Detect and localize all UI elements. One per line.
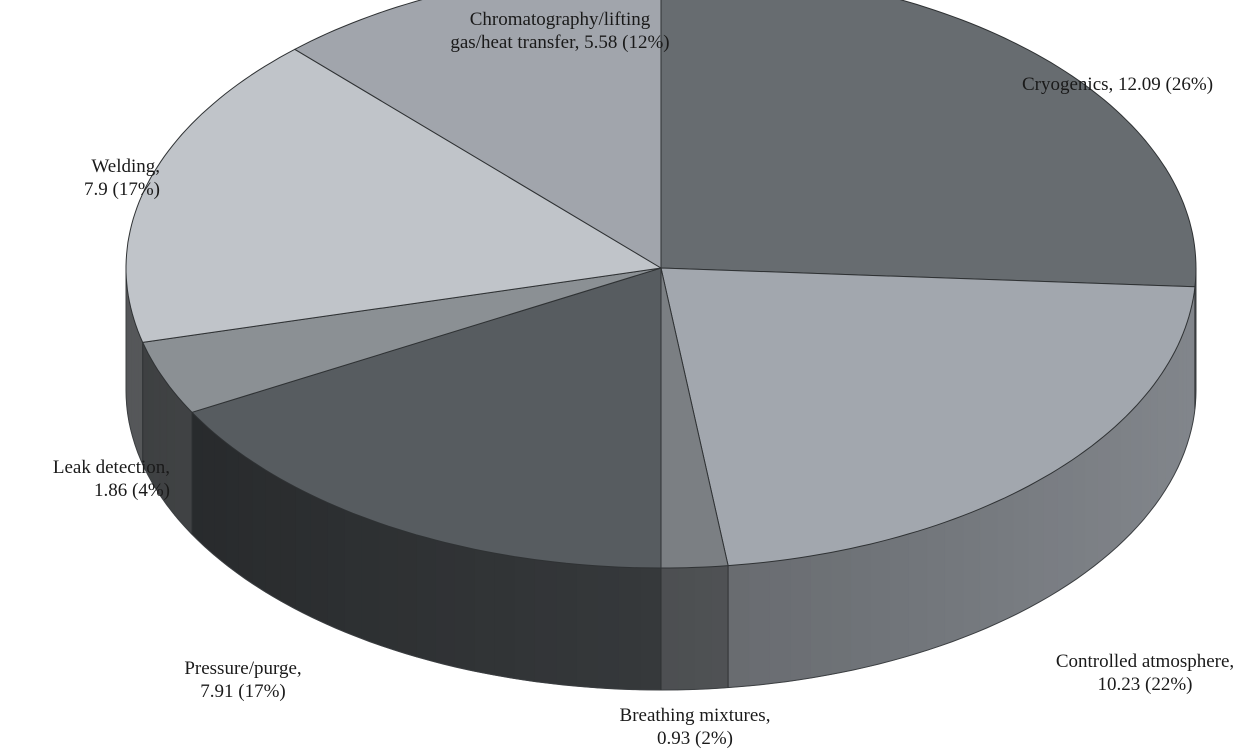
slice-label-breathing-mixtures: Breathing mixtures, 0.93 (2%) — [619, 705, 771, 749]
pie-side-controlled-atmosphere — [944, 515, 964, 645]
pie-side-pressure-purge — [397, 528, 417, 658]
pie-side-pressure-purge — [265, 469, 281, 602]
pie-side-welding — [131, 310, 135, 444]
pie-slice-pressure-purge — [191, 267, 662, 569]
pie-side-pressure-purge — [435, 539, 455, 668]
pie-side-breathing-mixtures — [711, 565, 729, 690]
pie-side-controlled-atmosphere — [1028, 477, 1044, 609]
slice-label-welding: Welding, 7.9 (17%) — [84, 156, 160, 200]
pie-side-pressure-purge — [534, 559, 557, 685]
pie-side-controlled-atmosphere — [1071, 450, 1086, 583]
slice-label-leak-detection: Leak detection, 1.86 (4%) — [52, 457, 170, 501]
pie-slice-cryogenics — [660, 0, 1197, 288]
pie-side-pressure-purge — [344, 509, 362, 640]
pie-slice-chromatography-lifting-gas-heat-transfer — [294, 0, 662, 269]
pie-side-breathing-mixtures — [694, 566, 712, 690]
pie-side-welding — [134, 321, 139, 455]
pie-side-pressure-purge — [225, 441, 239, 575]
pie-side-pressure-purge — [416, 534, 436, 663]
pie-side-breathing-mixtures — [677, 567, 695, 691]
pie-side-leak-detection — [142, 342, 149, 475]
pie-side-breathing-mixtures — [660, 567, 679, 691]
pie-side-controlled-atmosphere — [1057, 459, 1073, 592]
pie-side-pressure-purge — [618, 566, 641, 691]
pie-side-welding — [128, 300, 132, 433]
pie-side-controlled-atmosphere — [1190, 298, 1194, 433]
pie-side-controlled-atmosphere — [769, 558, 791, 685]
pie-side-controlled-atmosphere — [810, 552, 832, 679]
pie-side-controlled-atmosphere — [1186, 310, 1191, 445]
slice-label-cryogenics: Cryogenics, 12.09 (26%) — [1022, 74, 1214, 95]
pie-side-pressure-purge — [379, 522, 398, 652]
pie-side-controlled-atmosphere — [1120, 410, 1132, 545]
pie-side-controlled-atmosphere — [870, 538, 890, 667]
pie-side-controlled-atmosphere — [889, 533, 909, 662]
pie-side-controlled-atmosphere — [962, 508, 981, 639]
pie-side-pressure-purge — [191, 411, 203, 546]
pie-side-controlled-atmosphere — [926, 521, 946, 651]
slice-label-chromatography: Chromatography/lifting gas/heat transfer… — [450, 9, 670, 53]
pie-side-pressure-purge — [494, 552, 515, 679]
pie-side-pressure-purge — [213, 432, 227, 566]
pie-side-controlled-atmosphere — [727, 563, 750, 688]
pie-side-pressure-purge — [361, 516, 380, 646]
pie-side-pressure-purge — [597, 565, 619, 690]
pie-side-controlled-atmosphere — [1165, 355, 1173, 491]
pie-side-controlled-atmosphere — [1177, 333, 1184, 468]
pie-side-controlled-atmosphere — [1012, 485, 1029, 617]
pie-side-pressure-purge — [514, 556, 536, 682]
pie-side-controlled-atmosphere — [830, 548, 852, 675]
pie-side-controlled-atmosphere — [1140, 389, 1151, 524]
pie-side-pressure-purge — [454, 544, 475, 672]
pie-side-pressure-purge — [555, 561, 577, 687]
pie-side-pressure-purge — [280, 478, 296, 610]
pie-slice-breathing-mixtures — [660, 267, 729, 569]
slice-label-pressure-purge: Pressure/purge, 7.91 (17%) — [184, 658, 302, 702]
pie-side-leak-detection — [174, 392, 184, 526]
pie-side-controlled-atmosphere — [1157, 366, 1166, 502]
pie-side-controlled-atmosphere — [850, 543, 871, 671]
pie-side-controlled-atmosphere — [908, 527, 928, 657]
pie-side-controlled-atmosphere — [996, 493, 1014, 624]
pie-side-pressure-purge — [238, 451, 253, 584]
pie-side-pressure-purge — [474, 548, 495, 676]
pie-top — [125, 0, 1197, 569]
pie-side-pressure-purge — [639, 567, 662, 691]
pie-side-controlled-atmosphere — [979, 501, 998, 632]
pie-side-welding — [138, 331, 143, 465]
pie-side-pressure-purge — [327, 502, 345, 633]
pie-side-pressure-purge — [202, 421, 215, 556]
pie-side-pressure-purge — [295, 486, 312, 618]
pie-side-controlled-atmosphere — [1171, 345, 1179, 479]
pie-side-controlled-atmosphere — [748, 561, 770, 687]
pie-side-pressure-purge — [251, 460, 266, 593]
pie-slice-welding — [125, 48, 662, 343]
slice-label-controlled-atmosphere: Controlled atmosphere, 10.23 (22%) — [1055, 651, 1235, 695]
pie-side-pressure-purge — [576, 563, 598, 689]
pie-side-leak-detection — [182, 402, 193, 536]
pie-side-controlled-atmosphere — [1182, 321, 1188, 456]
pie-side-controlled-atmosphere — [1097, 430, 1110, 564]
pie-side-controlled-atmosphere — [1084, 440, 1098, 574]
pie-side-controlled-atmosphere — [1149, 377, 1159, 513]
pie-slice-controlled-atmosphere — [660, 267, 1196, 567]
pie-slice-leak-detection — [142, 267, 662, 413]
pie-side-controlled-atmosphere — [790, 555, 811, 682]
pie-side-controlled-atmosphere — [1130, 399, 1142, 534]
pie-side-pressure-purge — [310, 494, 328, 626]
pie-side-controlled-atmosphere — [1043, 468, 1059, 601]
pie-side-controlled-atmosphere — [1109, 420, 1122, 555]
